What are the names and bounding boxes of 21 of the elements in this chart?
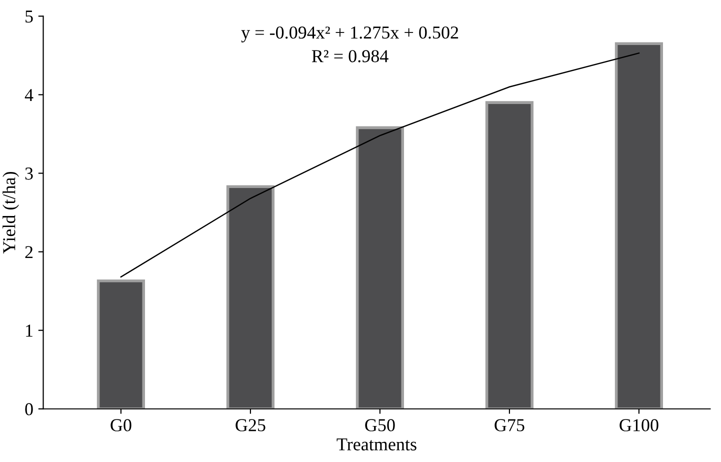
bar bbox=[485, 101, 534, 409]
bar bbox=[226, 185, 275, 409]
bar bbox=[356, 126, 404, 409]
x-tick-label: G100 bbox=[620, 419, 658, 432]
y-tick-label: 0 bbox=[25, 403, 33, 416]
x-tick-label: G50 bbox=[365, 419, 395, 432]
annotation: y = -0.094x² + 1.275x + 0.502 bbox=[241, 26, 458, 42]
x-axis-title: Treatments bbox=[336, 438, 416, 450]
x-tick-label: G75 bbox=[494, 419, 524, 432]
line-series bbox=[120, 52, 640, 278]
y-tick-label: 5 bbox=[26, 10, 33, 23]
y-tick-label: 4 bbox=[24, 89, 34, 101]
y-axis-title: Yield (t/ha) bbox=[2, 172, 19, 254]
y-tick-label: 1 bbox=[26, 324, 32, 337]
bar bbox=[96, 279, 146, 409]
y-tick-label: 2 bbox=[25, 246, 33, 258]
x-tick-label: G25 bbox=[236, 419, 266, 432]
bar bbox=[614, 42, 664, 409]
x-tick-label: G0 bbox=[110, 419, 132, 432]
annotation: R² = 0.984 bbox=[312, 50, 388, 62]
y-tick-label: 3 bbox=[25, 168, 33, 180]
